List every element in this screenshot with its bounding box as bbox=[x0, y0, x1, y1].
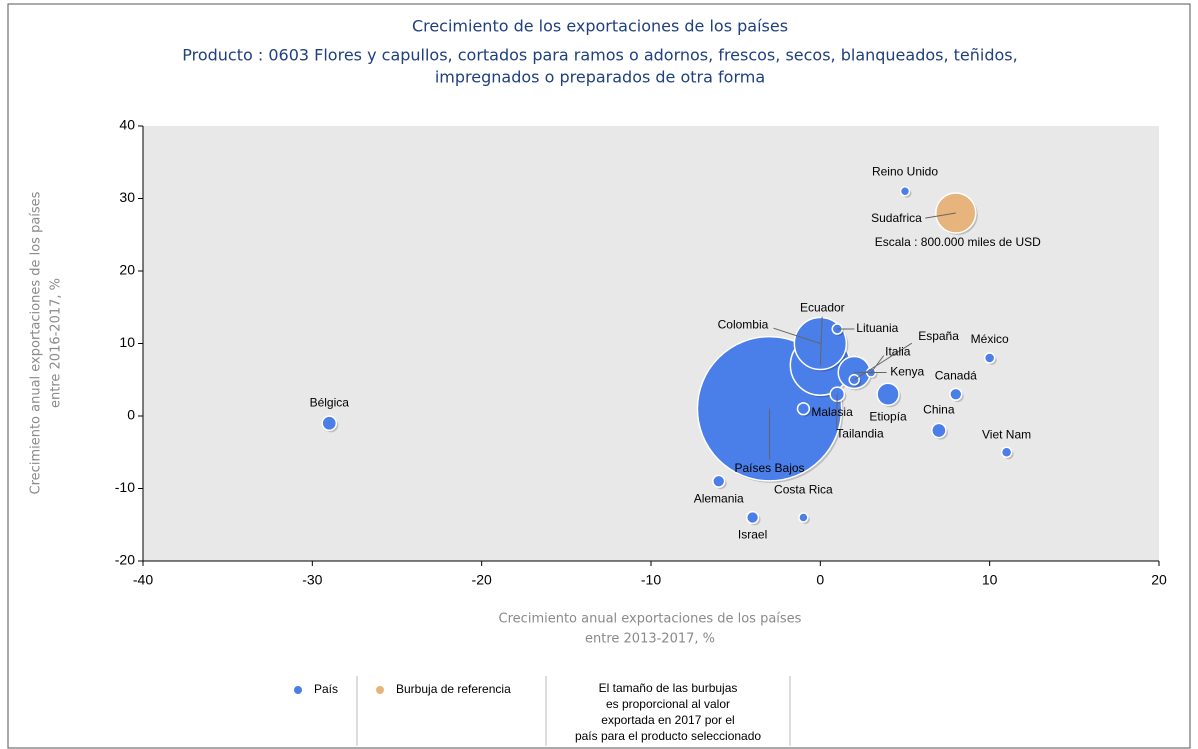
x-tick-label: 0 bbox=[816, 572, 824, 588]
bubble bbox=[983, 352, 996, 364]
bubble bbox=[949, 387, 963, 401]
point-label: Tailandia bbox=[836, 426, 884, 440]
y-axis-label: entre 2016-2017, % bbox=[49, 278, 64, 408]
leader-line bbox=[773, 327, 821, 344]
legend-label: País bbox=[314, 682, 338, 696]
bubble bbox=[931, 422, 947, 439]
x-tick-label: -10 bbox=[641, 572, 661, 588]
chart-title: Crecimiento de los exportaciones de los … bbox=[412, 17, 788, 36]
y-tick-label: -10 bbox=[115, 479, 135, 495]
point-label: Italia bbox=[885, 345, 911, 359]
leader-line bbox=[853, 342, 913, 381]
point-label: España bbox=[918, 329, 959, 343]
bubble bbox=[321, 415, 338, 432]
size-note: país para el producto seleccionado bbox=[575, 729, 761, 743]
y-tick-label: 0 bbox=[127, 407, 135, 423]
point-label: Costa Rica bbox=[774, 483, 833, 497]
bubble bbox=[798, 512, 809, 523]
point-label: Lituania bbox=[856, 321, 898, 335]
bubble bbox=[712, 474, 726, 488]
x-tick-label: -20 bbox=[472, 572, 492, 588]
x-axis-label: Crecimiento anual exportaciones de los p… bbox=[499, 612, 802, 627]
point-label: Israel bbox=[738, 528, 767, 542]
size-note: exportada en 2017 por el bbox=[601, 713, 734, 727]
size-note: es proporcional al valor bbox=[606, 697, 730, 711]
bubble bbox=[876, 382, 900, 406]
x-tick-label: 10 bbox=[982, 572, 998, 588]
size-note: El tamaño de las burbujas bbox=[599, 681, 738, 695]
leader-line bbox=[925, 212, 956, 219]
point-label: Países Bajos bbox=[735, 461, 805, 475]
point-label: Alemania bbox=[694, 491, 744, 505]
point-label: China bbox=[923, 403, 955, 417]
leader-line bbox=[835, 394, 838, 429]
y-tick-label: 40 bbox=[119, 117, 135, 133]
point-label: Ecuador bbox=[800, 300, 845, 314]
chart-subtitle: impregnados o preparados de otra forma bbox=[435, 68, 765, 87]
point-label: Sudafrica bbox=[871, 211, 922, 225]
point-label: Bélgica bbox=[310, 395, 350, 409]
point-label: Kenya bbox=[890, 365, 924, 379]
leader-line bbox=[819, 316, 823, 366]
point-label: Malasia bbox=[811, 405, 853, 419]
y-tick-label: 10 bbox=[119, 334, 135, 350]
plot-area bbox=[143, 126, 1159, 561]
bubble bbox=[796, 402, 811, 416]
legend-marker bbox=[294, 686, 302, 694]
point-label: Colombia bbox=[718, 318, 769, 332]
legend-label: Burbuja de referencia bbox=[396, 682, 511, 696]
annotation: Escala : 800.000 miles de USD bbox=[875, 235, 1041, 249]
bubble bbox=[1000, 446, 1013, 458]
point-label: México bbox=[971, 332, 1009, 346]
leader-line bbox=[870, 355, 885, 373]
x-tick-label: -40 bbox=[133, 572, 153, 588]
y-tick-label: 20 bbox=[119, 262, 135, 278]
bubble bbox=[745, 510, 760, 525]
y-tick-label: 30 bbox=[119, 189, 135, 205]
point-label: Etiopía bbox=[869, 409, 907, 423]
point-label: Reino Unido bbox=[872, 164, 938, 178]
x-tick-label: 20 bbox=[1151, 572, 1167, 588]
y-axis-label: Crecimiento anual exportaciones de los p… bbox=[29, 191, 44, 494]
y-tick-label: -20 bbox=[115, 552, 135, 568]
point-label: Viet Nam bbox=[982, 427, 1031, 441]
x-axis-label: entre 2013-2017, % bbox=[585, 632, 715, 647]
bubble bbox=[899, 186, 911, 197]
point-label: Canadá bbox=[935, 368, 977, 382]
x-tick-label: -30 bbox=[302, 572, 322, 588]
legend-marker bbox=[376, 686, 384, 694]
chart-subtitle: Producto : 0603 Flores y capullos, corta… bbox=[182, 46, 1017, 65]
legend: El tamaño de las burbujas es proporciona… bbox=[356, 676, 791, 746]
